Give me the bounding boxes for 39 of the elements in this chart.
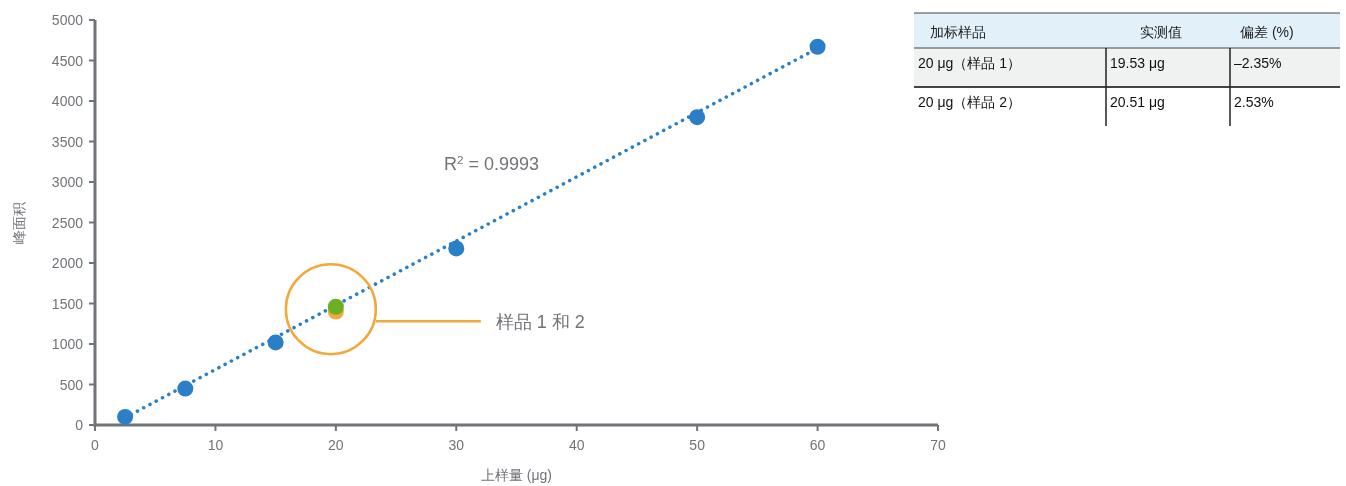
point — [267, 334, 284, 351]
y-tick-label: 4500 — [51, 52, 84, 69]
category-label: 偏差 (%) — [1240, 24, 1294, 40]
point — [689, 109, 706, 126]
annotation: 样品 1 和 2 — [495, 312, 585, 333]
x-tick-label: 10 — [207, 437, 224, 453]
x-axis-title: 上样量 (μg) — [480, 467, 553, 483]
category-label: 加标样品 — [930, 24, 986, 40]
point — [117, 408, 134, 425]
point — [177, 380, 194, 397]
point — [448, 240, 465, 257]
x-tick-label: 30 — [448, 437, 465, 453]
text: 2.53% — [1234, 94, 1274, 110]
x-tick-label: 70 — [930, 437, 946, 453]
y-tick-label: 2000 — [51, 255, 84, 271]
text: 20.51 μg — [1110, 94, 1165, 110]
y-tick-label: 1500 — [51, 295, 84, 312]
y-tick-label: 500 — [59, 376, 84, 393]
text: 20 μg（样品 2） — [918, 94, 1021, 110]
annotation: R$^{2}$ = 0.9993 — [444, 152, 540, 174]
text: 19.53 μg — [1110, 55, 1165, 71]
text: 20 μg（样品 1） — [918, 55, 1021, 71]
y-tick-label: 1000 — [51, 336, 84, 352]
y-tick-label: 3000 — [51, 174, 84, 190]
y-tick-label: 5000 — [51, 12, 84, 28]
category-label: 实测值 — [1140, 24, 1182, 40]
text: –2.35% — [1234, 55, 1282, 71]
y-tick-label: 4000 — [51, 93, 84, 109]
x-tick-label: 50 — [689, 437, 706, 453]
x-tick-label: 40 — [568, 437, 585, 453]
point — [327, 298, 344, 315]
y-tick-label: 3500 — [51, 133, 84, 150]
x-tick-label: 20 — [328, 437, 344, 453]
y-axis-title: 峰面积 — [11, 201, 27, 244]
point — [809, 38, 826, 55]
y-tick-label: 2500 — [51, 214, 84, 231]
x-tick-label: 0 — [91, 437, 100, 453]
y-tick-label: 0 — [75, 417, 84, 433]
x-tick-label: 60 — [809, 437, 826, 453]
